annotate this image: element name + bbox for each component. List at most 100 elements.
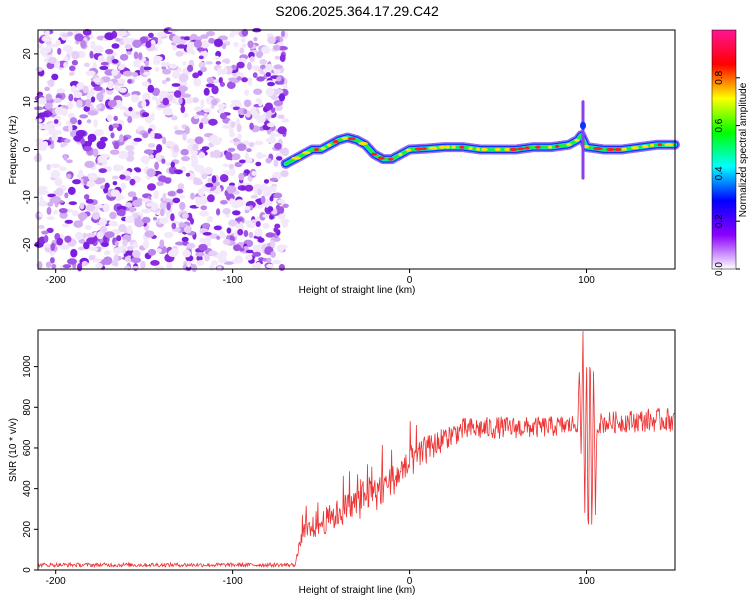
noise-blob <box>82 28 92 36</box>
noise-blob <box>65 159 73 164</box>
noise-blob <box>90 96 96 103</box>
snr-panel: -200 -100 0 100 0 200 400 600 800 1000 Height of… <box>8 329 676 596</box>
noise-blob <box>206 76 215 84</box>
noise-blob <box>234 255 243 264</box>
noise-blob <box>241 77 248 83</box>
noise-blob <box>205 61 213 65</box>
noise-blob <box>112 175 119 180</box>
noise-blob <box>56 237 64 246</box>
spectrogram-y-tick-label: -10 <box>22 190 33 205</box>
noise-blob <box>197 188 205 197</box>
ridge-peak-marker <box>574 138 580 142</box>
noise-blob <box>205 183 214 188</box>
noise-blob <box>223 66 228 75</box>
noise-blob <box>260 64 266 69</box>
noise-blob <box>98 168 108 174</box>
noise-blob <box>47 79 55 88</box>
ridge-peak-marker <box>606 147 615 152</box>
noise-blob <box>265 72 271 77</box>
noise-blob <box>84 224 92 230</box>
noise-blob <box>162 97 170 106</box>
noise-blob <box>214 55 220 60</box>
noise-blob <box>272 44 281 51</box>
noise-blob <box>147 248 157 256</box>
noise-blob <box>222 43 227 50</box>
noise-blob <box>133 212 139 219</box>
noise-blob <box>118 150 129 160</box>
snr-x-tick-label: -200 <box>46 576 66 587</box>
noise-blob <box>207 194 215 203</box>
noise-blob <box>231 29 236 36</box>
noise-blob <box>82 232 88 239</box>
noise-blob <box>85 98 91 108</box>
noise-blob <box>67 101 74 110</box>
noise-blob <box>115 196 122 202</box>
spectrogram-y-axis-label: Frequency (Hz) <box>8 116 19 185</box>
spectrogram-y-ticks: -20 -10 0 10 20 <box>22 48 38 252</box>
noise-blob <box>60 143 66 148</box>
noise-blob <box>38 224 45 230</box>
noise-blob <box>195 252 205 257</box>
noise-blob <box>160 61 170 67</box>
noise-blob <box>41 35 52 43</box>
noise-blob <box>266 122 275 128</box>
noise-blob <box>145 40 152 49</box>
noise-blob <box>95 262 103 269</box>
noise-blob <box>47 201 54 207</box>
noise-blob <box>54 177 63 187</box>
noise-blob <box>230 121 236 128</box>
noise-blob <box>270 131 275 139</box>
noise-blob <box>127 245 134 251</box>
noise-blob <box>191 264 198 273</box>
ridge-peak-marker <box>475 147 481 151</box>
noise-blob <box>236 143 247 151</box>
noise-blob <box>210 104 215 109</box>
noise-blob <box>255 161 262 167</box>
noise-blob <box>37 112 49 118</box>
noise-blob <box>174 129 184 135</box>
noise-blob <box>45 93 53 101</box>
noise-blob <box>198 243 208 251</box>
noise-blob <box>127 150 135 156</box>
noise-blob <box>219 174 229 183</box>
noise-blob <box>45 261 52 268</box>
noise-blob <box>64 138 71 143</box>
noise-blob <box>217 103 227 108</box>
noise-blob <box>167 94 173 102</box>
snr-y-tick-label: 400 <box>22 480 33 497</box>
noise-blob <box>220 200 228 205</box>
noise-blob <box>155 135 163 139</box>
noise-blob <box>74 33 84 42</box>
noise-blob <box>241 28 249 37</box>
colorbar-tick-label: 0.2 <box>714 214 725 228</box>
ridge-peak-marker <box>583 144 590 149</box>
snr-y-axis-label: SNR (10 * v/v) <box>8 418 19 482</box>
noise-blob <box>203 108 212 113</box>
noise-blob <box>274 142 282 150</box>
noise-blob <box>202 222 211 229</box>
noise-blob <box>119 106 128 111</box>
noise-blob <box>200 40 210 49</box>
noise-blob <box>85 203 96 212</box>
noise-blob <box>41 230 49 235</box>
noise-blob <box>153 216 157 221</box>
noise-blob <box>178 96 183 105</box>
noise-blob <box>162 136 167 145</box>
noise-blob <box>106 114 113 122</box>
noise-blob <box>133 59 141 68</box>
noise-blob <box>269 195 274 202</box>
noise-blob <box>273 88 284 95</box>
noise-blob <box>263 187 272 196</box>
noise-blob <box>149 130 155 140</box>
noise-blob <box>92 61 97 70</box>
noise-blob <box>187 64 194 72</box>
noise-blob <box>122 38 132 44</box>
noise-blob <box>270 239 276 248</box>
noise-blob <box>81 260 88 267</box>
noise-blob <box>36 153 42 162</box>
noise-blob <box>273 159 279 168</box>
noise-blob <box>200 34 209 39</box>
noise-blob <box>196 111 205 116</box>
noise-blob <box>100 136 108 142</box>
noise-blob <box>203 166 214 175</box>
